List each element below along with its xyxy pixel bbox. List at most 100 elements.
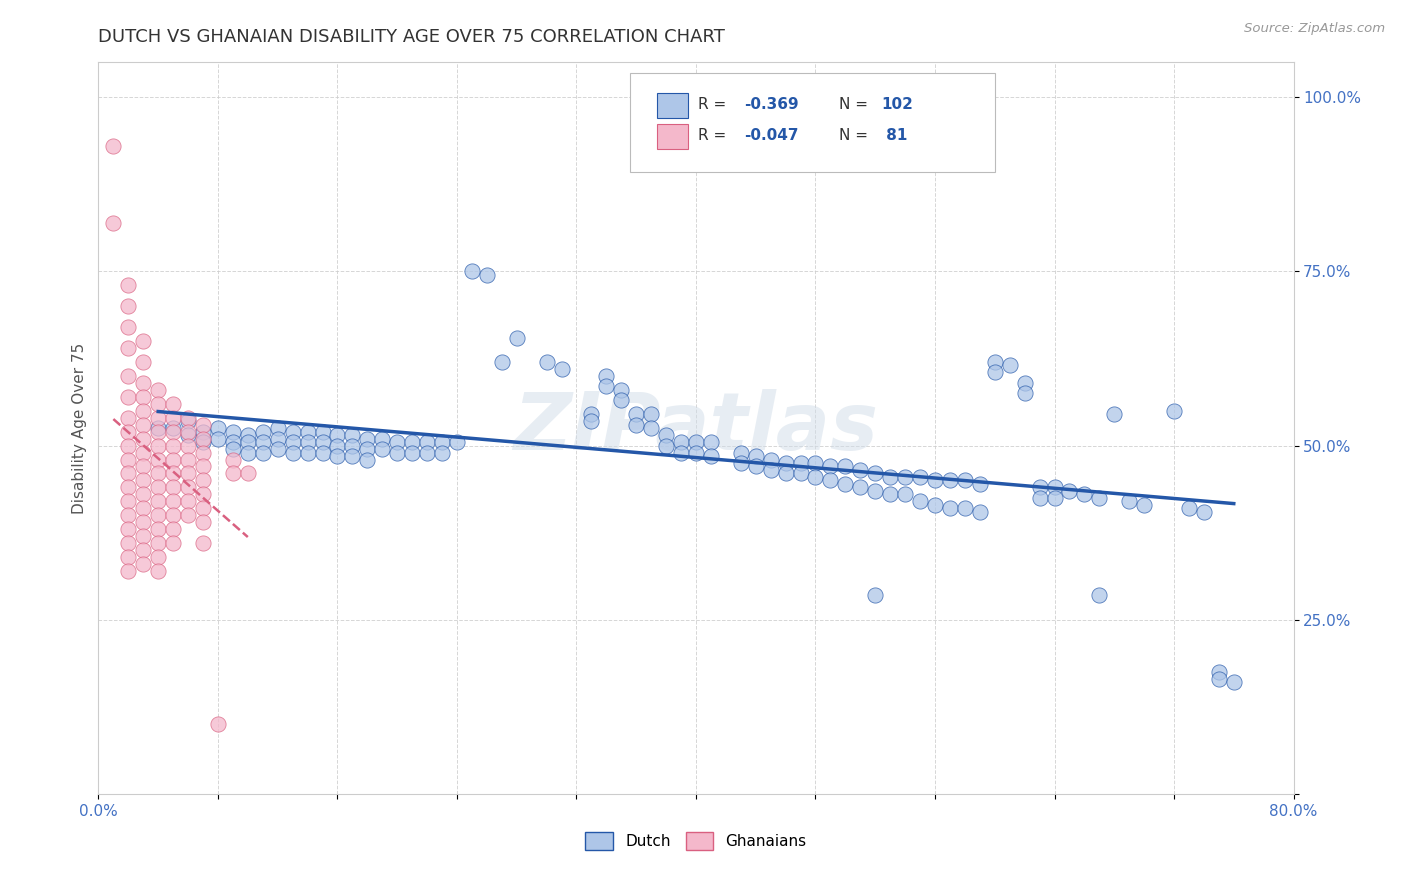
Point: [536, 355, 558, 369]
Point: [669, 445, 692, 459]
Point: [1223, 675, 1246, 690]
Point: [132, 459, 155, 474]
Point: [148, 522, 170, 536]
Point: [117, 480, 139, 494]
Point: [640, 421, 662, 435]
Point: [610, 383, 633, 397]
Point: [685, 435, 707, 450]
Point: [162, 410, 184, 425]
Point: [162, 467, 184, 481]
Point: [117, 536, 139, 550]
Point: [581, 407, 603, 421]
Point: [700, 435, 723, 450]
Point: [132, 474, 155, 488]
Text: -0.047: -0.047: [744, 128, 799, 143]
Point: [162, 425, 184, 439]
Point: [162, 452, 184, 467]
Point: [148, 508, 170, 523]
Point: [162, 522, 184, 536]
Point: [297, 445, 319, 459]
Point: [311, 445, 333, 459]
Point: [745, 449, 768, 463]
Point: [789, 467, 811, 481]
Point: [430, 445, 453, 459]
Point: [759, 452, 782, 467]
Point: [103, 139, 125, 153]
Point: [371, 432, 394, 446]
Point: [1163, 403, 1185, 417]
Point: [550, 362, 572, 376]
Point: [117, 452, 139, 467]
Point: [132, 403, 155, 417]
Point: [342, 449, 364, 463]
Y-axis label: Disability Age Over 75: Disability Age Over 75: [72, 343, 87, 514]
Point: [191, 487, 214, 501]
Point: [162, 397, 184, 411]
Point: [132, 515, 155, 529]
Point: [1192, 505, 1215, 519]
Point: [236, 445, 259, 459]
Point: [236, 435, 259, 450]
Point: [281, 425, 304, 439]
Point: [1104, 407, 1126, 421]
Point: [191, 435, 214, 450]
Point: [1014, 386, 1036, 401]
Point: [177, 494, 200, 508]
Point: [132, 501, 155, 516]
Point: [626, 407, 648, 421]
Point: [342, 439, 364, 453]
Point: [595, 379, 617, 393]
Point: [1088, 491, 1111, 505]
Point: [117, 439, 139, 453]
Point: [252, 435, 274, 450]
Point: [1178, 501, 1201, 516]
Text: N =: N =: [839, 97, 873, 112]
Point: [132, 557, 155, 571]
Point: [865, 467, 887, 481]
Point: [117, 508, 139, 523]
Point: [475, 268, 498, 282]
Point: [834, 459, 856, 474]
Point: [177, 425, 200, 439]
Point: [267, 442, 290, 456]
Text: Source: ZipAtlas.com: Source: ZipAtlas.com: [1244, 22, 1385, 36]
Point: [1208, 665, 1230, 679]
Point: [356, 432, 378, 446]
Point: [222, 467, 245, 481]
Point: [745, 459, 768, 474]
Point: [132, 445, 155, 459]
Point: [581, 414, 603, 428]
Text: ZIPatlas: ZIPatlas: [513, 389, 879, 467]
Text: N =: N =: [839, 128, 873, 143]
Point: [297, 435, 319, 450]
Text: R =: R =: [699, 97, 731, 112]
Point: [626, 417, 648, 432]
Point: [685, 445, 707, 459]
Point: [148, 452, 170, 467]
Point: [879, 487, 901, 501]
Point: [162, 439, 184, 453]
Point: [640, 407, 662, 421]
Point: [879, 470, 901, 484]
Text: 81: 81: [882, 128, 908, 143]
Point: [1043, 491, 1066, 505]
Point: [984, 355, 1007, 369]
Point: [610, 393, 633, 408]
Point: [789, 456, 811, 470]
Point: [924, 474, 946, 488]
Point: [1028, 491, 1050, 505]
Text: DUTCH VS GHANAIAN DISABILITY AGE OVER 75 CORRELATION CHART: DUTCH VS GHANAIAN DISABILITY AGE OVER 75…: [98, 28, 725, 45]
Point: [117, 278, 139, 293]
Point: [148, 564, 170, 578]
Point: [820, 474, 842, 488]
Point: [162, 536, 184, 550]
Point: [162, 480, 184, 494]
Point: [177, 452, 200, 467]
Point: [267, 432, 290, 446]
Point: [177, 508, 200, 523]
Point: [117, 564, 139, 578]
Point: [281, 435, 304, 450]
Point: [191, 432, 214, 446]
Point: [385, 435, 409, 450]
Point: [820, 459, 842, 474]
